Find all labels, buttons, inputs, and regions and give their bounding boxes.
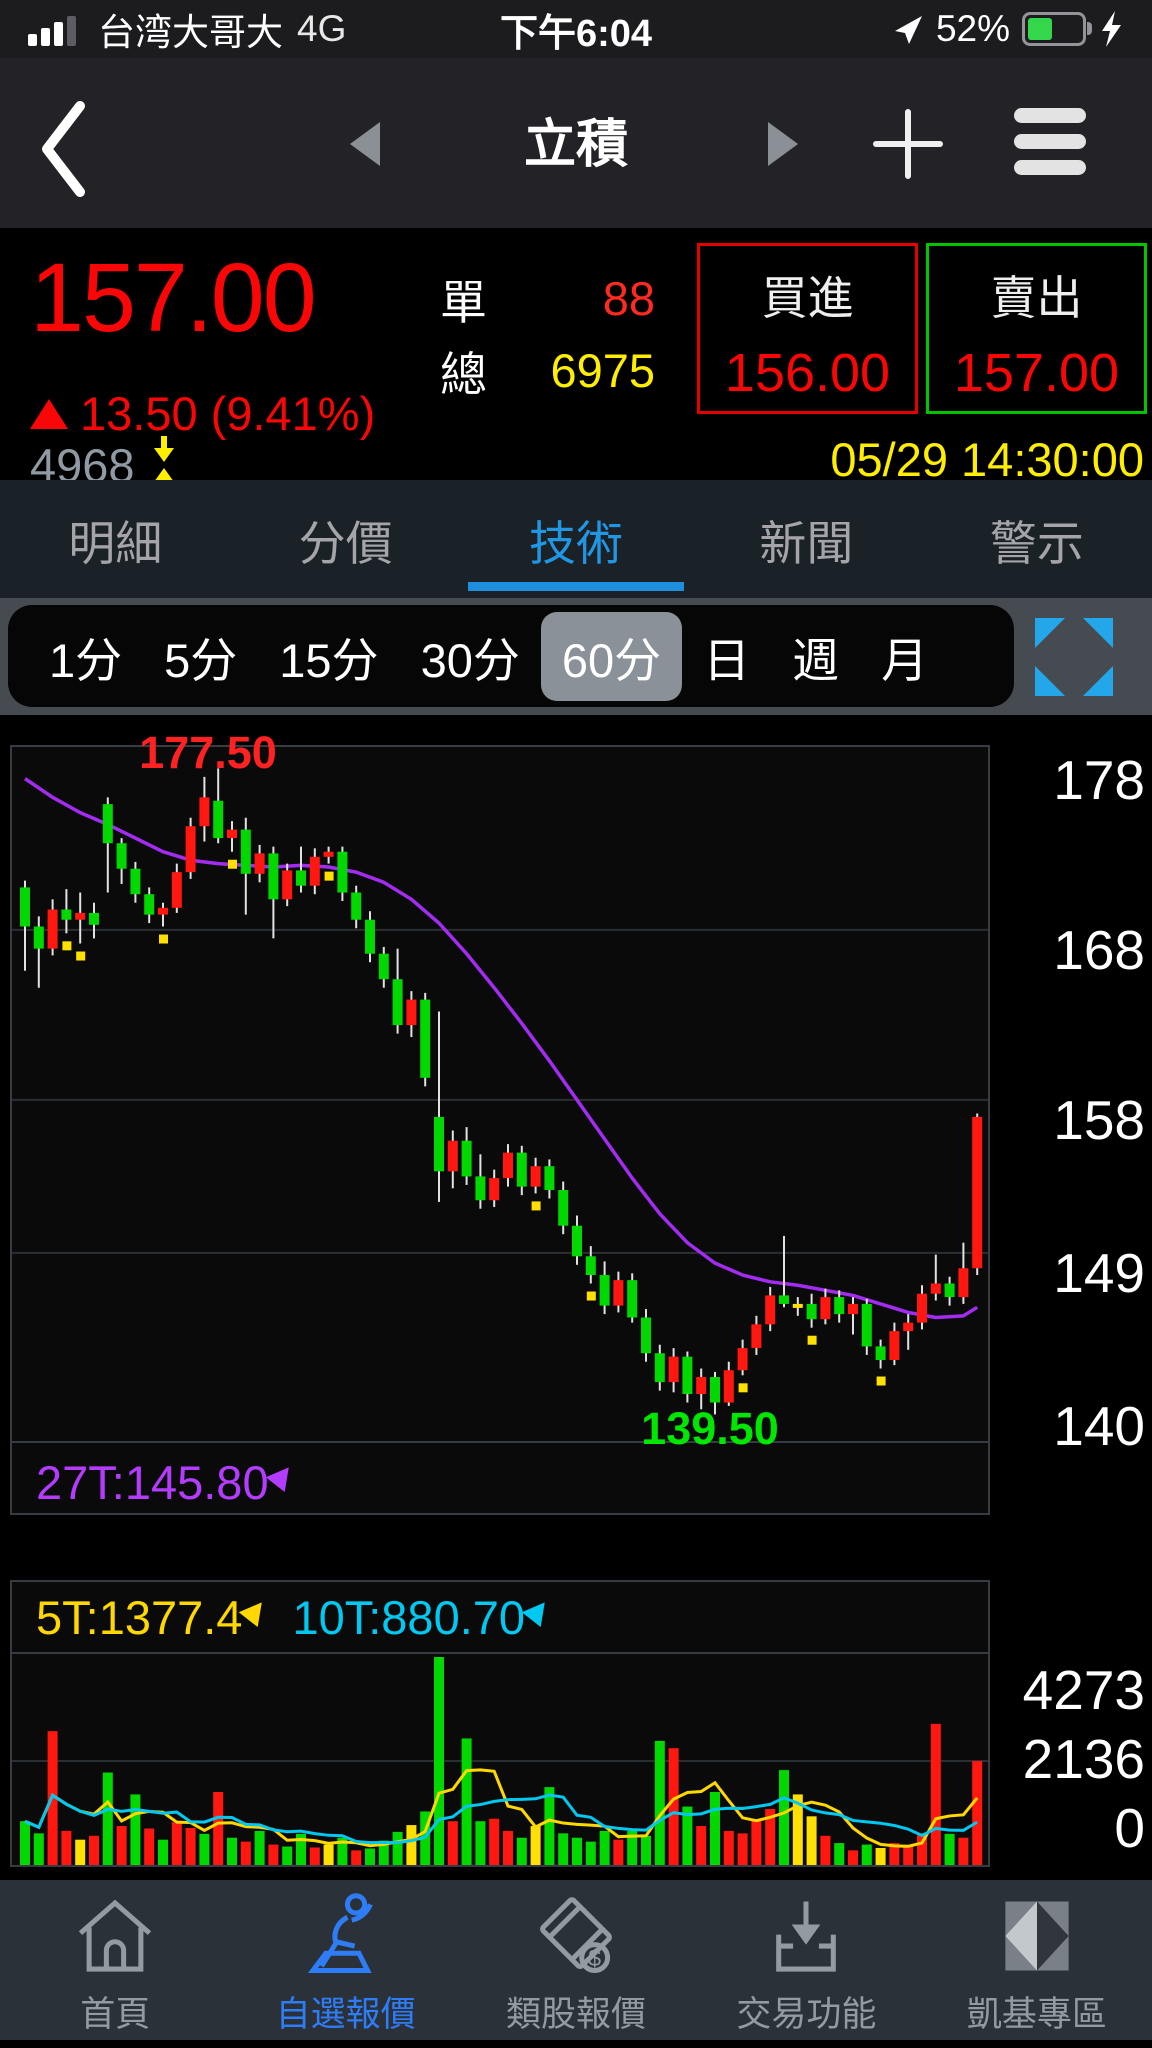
volume-chart-panel[interactable]: 5T:1377.4 10T:880.70 [10, 1580, 990, 1867]
total-volume-label: 總 [440, 347, 487, 401]
charging-bolt-icon [1102, 11, 1121, 47]
chart-zone: 27T:145.80 5T:1377.4 10T:880.70 177.50 1… [0, 715, 1152, 1880]
bottom-nav: 首頁 自選報價 $ 類股報價 交易功能 凱基專區 [0, 1880, 1152, 2040]
timeframe-day[interactable]: 日 [703, 633, 751, 687]
price-axis-tick: 178 [1053, 748, 1145, 811]
last-price: 157.00 [30, 243, 317, 352]
buy-label: 買進 [761, 272, 854, 324]
ma-indicator-row: 27T:145.80 [12, 1441, 988, 1513]
period-high-label: 177.50 [139, 727, 277, 778]
price-chart[interactable] [12, 747, 988, 1439]
home-icon [79, 1899, 152, 1972]
sell-button[interactable]: 賣出 157.00 [926, 243, 1147, 414]
bottom-nav-watchlist[interactable]: 自選報價 [230, 1880, 460, 2040]
nav-bar: 立積 [0, 58, 1152, 228]
buy-button[interactable]: 買進 156.00 [697, 243, 918, 414]
quote-timestamp: 05/29 14:30:00 [830, 433, 1144, 486]
tab-technical[interactable]: 技術 [461, 480, 691, 598]
volume-chart[interactable] [12, 1582, 988, 1865]
timeframe-pill: 1分 5分 15分 30分 60分日週月 [8, 605, 1014, 707]
sell-label: 賣出 [990, 272, 1083, 324]
timeframe-week[interactable]: 週 [792, 633, 840, 687]
buy-price: 156.00 [724, 343, 891, 403]
bottom-nav-sector-quotes[interactable]: $ 類股報價 [461, 1880, 691, 2040]
bottom-nav-label: 凱基專區 [966, 1995, 1107, 2034]
menu-icon[interactable] [1014, 108, 1086, 186]
quote-panel: 157.00 13.50 (9.41%) 單 88 總 6975 買進 156.… [0, 234, 1152, 494]
timeframe-bar: 1分 5分 15分 30分 60分日週月 [0, 598, 1152, 715]
timeframe-60m[interactable]: 60分 [540, 611, 683, 701]
bottom-nav-label: 交易功能 [736, 1995, 877, 2034]
battery-percent-label: 52% [935, 8, 1010, 49]
volume-axis-tick: 0 [1114, 1797, 1145, 1859]
vol-ma5-flag-icon [239, 1594, 272, 1627]
ma27-label: 27T:145.80 [36, 1456, 269, 1509]
next-symbol-icon[interactable] [768, 122, 798, 166]
bottom-nav-label: 自選報價 [275, 1995, 416, 2034]
timeframe-30m[interactable]: 30分 [420, 633, 520, 687]
volume-ma-row: 5T:1377.4 10T:880.70 [12, 1582, 988, 1654]
svg-text:$: $ [588, 1945, 601, 1971]
kgi-zone-icon [1005, 1901, 1069, 1971]
volume-axis-tick: 4273 [1022, 1659, 1145, 1721]
fullscreen-icon[interactable] [1035, 618, 1113, 696]
bottom-edge [0, 2040, 1152, 2048]
add-symbol-icon[interactable] [872, 108, 944, 180]
sector-quotes-icon: $ [540, 1897, 612, 1974]
price-axis-tick: 158 [1053, 1088, 1145, 1151]
bottom-nav-home[interactable]: 首頁 [0, 1880, 230, 2040]
ma27-flag-icon [265, 1459, 298, 1492]
up-arrow-icon [30, 398, 68, 429]
timeframe-1m[interactable]: 1分 [49, 633, 123, 687]
timeframe-month[interactable]: 月 [881, 633, 929, 687]
vol-ma10-label: 10T:880.70 [292, 1591, 526, 1644]
sell-price: 157.00 [953, 343, 1120, 403]
timeframe-15m[interactable]: 15分 [279, 633, 379, 687]
symbol-title: 立積 [523, 116, 628, 174]
network-type-label: 4G [297, 8, 347, 49]
volume-axis-tick: 2136 [1022, 1728, 1145, 1791]
tabs: 明細 分價 技術 新聞 警示 [0, 480, 1152, 598]
tab-price-volume[interactable]: 分價 [298, 516, 393, 570]
price-axis-tick: 168 [1053, 918, 1145, 981]
bottom-nav-trade[interactable]: 交易功能 [691, 1880, 921, 2040]
single-volume-label: 單 [440, 275, 487, 329]
location-services-icon [894, 16, 922, 44]
trade-icon [776, 1901, 837, 1972]
back-icon[interactable] [34, 98, 92, 200]
tab-detail[interactable]: 明細 [68, 516, 163, 570]
prev-symbol-icon[interactable] [350, 122, 380, 166]
price-axis-tick: 140 [1053, 1394, 1145, 1457]
battery-icon [1022, 12, 1092, 46]
price-change: 13.50 (9.41%) [30, 386, 375, 441]
watchlist-icon [307, 1893, 373, 1974]
nav-separator [0, 228, 1152, 234]
tab-alert[interactable]: 警示 [989, 516, 1084, 570]
vol-ma5-label: 5T:1377.4 [36, 1591, 243, 1644]
price-axis-tick: 149 [1053, 1241, 1145, 1304]
signal-strength-icon [28, 16, 76, 46]
status-bar: 台湾大哥大 4G 下午6:04 52% [0, 0, 1152, 58]
carrier-label: 台湾大哥大 [98, 12, 283, 53]
bottom-nav-label: 類股報價 [506, 1995, 647, 2034]
period-low-label: 139.50 [641, 1403, 779, 1454]
status-time: 下午6:04 [499, 12, 653, 55]
volume-stats: 單 88 總 6975 [440, 262, 655, 406]
tab-news[interactable]: 新聞 [759, 516, 854, 570]
change-value: 13.50 (9.41%) [80, 387, 376, 440]
single-volume-value: 88 [602, 271, 655, 325]
bottom-nav-label: 首頁 [80, 1995, 151, 2034]
vol-ma10-flag-icon [521, 1594, 555, 1627]
timeframe-5m[interactable]: 5分 [164, 633, 238, 687]
bottom-nav-kgi-zone[interactable]: 凱基專區 [922, 1880, 1152, 2040]
total-volume-value: 6975 [550, 343, 655, 397]
price-chart-panel[interactable]: 27T:145.80 [10, 745, 990, 1515]
